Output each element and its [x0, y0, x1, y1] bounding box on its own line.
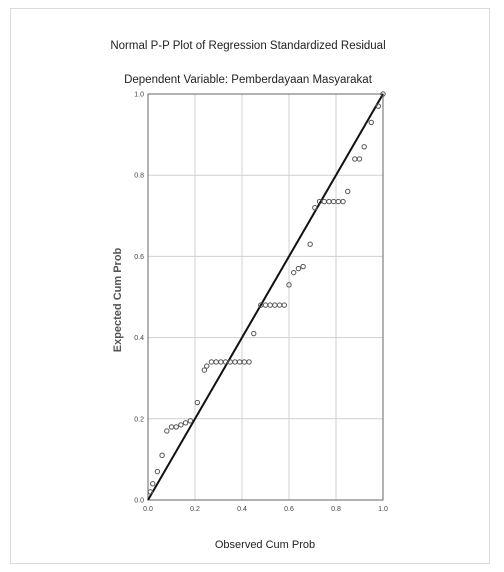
data-point-40: [340, 198, 346, 205]
chart-title: Normal P-P Plot of Regression Standardiz…: [110, 40, 385, 52]
data-point-38: [330, 198, 337, 205]
x-tick-label-0: 0.0: [143, 506, 153, 513]
reference-line-group: [147, 93, 384, 501]
y-tick-label-3: 0.6: [134, 254, 144, 261]
data-point-28: [281, 302, 287, 308]
chart-subtitle: Dependent Variable: Pemberdayaan Masyara…: [124, 74, 373, 86]
y-axis-label: Expected Cum Prob: [112, 247, 124, 352]
data-point-11: [201, 367, 208, 373]
data-point-45: [368, 119, 374, 126]
data-point-30: [291, 269, 297, 276]
data-point-0: [147, 489, 154, 495]
data-point-41: [345, 188, 351, 195]
data-point-7: [178, 422, 184, 428]
data-points: [147, 91, 386, 495]
data-point-13: [208, 359, 215, 365]
data-point-10: [194, 399, 201, 406]
x-tick-label-2: 0.4: [237, 506, 247, 513]
y-tick-label-5: 1.0: [134, 92, 144, 99]
data-point-34: [312, 204, 318, 211]
data-point-1: [150, 481, 156, 487]
data-point-27: [276, 302, 283, 308]
data-point-18: [232, 359, 238, 365]
data-point-19: [236, 359, 243, 365]
chart-frame: [10, 8, 490, 564]
data-point-14: [213, 359, 219, 365]
data-point-47: [380, 91, 386, 97]
reference-line: [147, 93, 384, 501]
data-point-43: [356, 156, 363, 162]
plot-area: [147, 93, 384, 501]
data-point-2: [154, 468, 161, 475]
data-point-15: [218, 359, 224, 365]
data-point-42: [352, 156, 358, 162]
x-tick-label-4: 0.8: [331, 506, 341, 513]
y-tick-labels: 0.0 0.2 0.4 0.6 0.8 1.0: [134, 92, 144, 505]
x-tick-labels: 0.0 0.2 0.4 0.6 0.8 1.0: [143, 506, 388, 513]
data-point-32: [300, 263, 306, 270]
data-point-25: [267, 302, 273, 308]
y-tick-label-4: 0.8: [134, 173, 144, 180]
data-point-44: [361, 144, 367, 150]
x-tick-label-1: 0.2: [190, 506, 200, 513]
data-point-37: [326, 198, 332, 205]
data-point-8: [182, 420, 189, 426]
x-tick-label-5: 1.0: [378, 506, 388, 513]
data-point-22: [251, 330, 257, 337]
data-point-39: [335, 198, 342, 205]
data-point-12: [204, 363, 210, 369]
data-point-20: [241, 359, 248, 365]
data-point-26: [272, 302, 278, 308]
y-tick-label-1: 0.2: [134, 416, 144, 423]
x-axis-label: Observed Cum Prob: [215, 539, 315, 551]
data-point-29: [286, 282, 292, 288]
x-tick-label-3: 0.6: [284, 506, 294, 513]
data-point-31: [295, 265, 302, 272]
y-tick-label-2: 0.4: [134, 335, 144, 342]
data-point-6: [173, 424, 179, 430]
data-point-24: [262, 302, 269, 308]
data-point-21: [246, 359, 252, 365]
data-point-46: [375, 103, 381, 109]
y-tick-label-0: 0.0: [134, 498, 144, 505]
data-point-3: [159, 452, 165, 459]
data-point-9: [187, 418, 194, 424]
data-point-36: [321, 198, 327, 205]
data-point-4: [164, 428, 170, 434]
data-point-33: [307, 241, 313, 247]
data-point-5: [168, 424, 175, 430]
